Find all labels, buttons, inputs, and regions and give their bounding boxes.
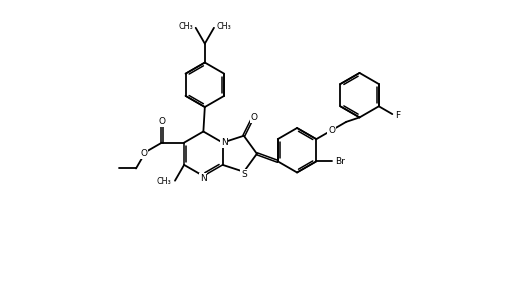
Text: N: N	[221, 138, 227, 147]
Text: CH₃: CH₃	[157, 177, 171, 186]
Text: O: O	[159, 117, 165, 127]
Text: CH₃: CH₃	[179, 22, 193, 31]
Text: Br: Br	[335, 157, 345, 166]
Text: N: N	[200, 174, 207, 183]
Text: O: O	[140, 149, 148, 158]
Text: CH₃: CH₃	[217, 22, 231, 31]
Text: S: S	[241, 170, 247, 179]
Text: O: O	[251, 113, 257, 122]
Text: F: F	[395, 110, 400, 120]
Text: O: O	[328, 126, 335, 135]
